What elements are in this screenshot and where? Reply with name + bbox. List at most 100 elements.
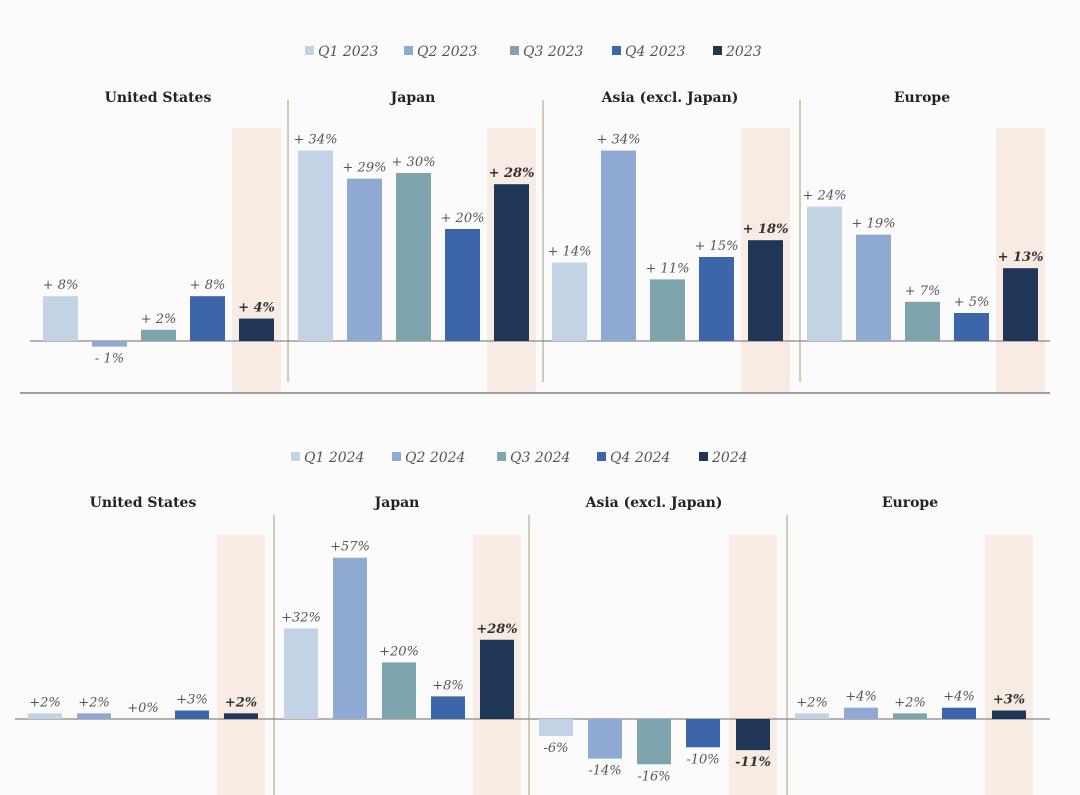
data-label: + 8% bbox=[190, 278, 226, 293]
legend-swatch bbox=[305, 46, 314, 55]
data-label: + 7% bbox=[905, 284, 941, 299]
data-label: + 29% bbox=[343, 161, 387, 176]
panel-title: Asia (excl. Japan) bbox=[601, 90, 739, 106]
bar bbox=[942, 707, 976, 719]
bar bbox=[954, 313, 989, 341]
bar bbox=[298, 150, 333, 341]
data-label: + 18% bbox=[743, 222, 789, 237]
bar bbox=[445, 229, 480, 341]
bar bbox=[92, 341, 127, 347]
bar bbox=[686, 719, 720, 748]
bar bbox=[43, 296, 78, 341]
data-label: + 34% bbox=[597, 133, 641, 148]
legend-swatch bbox=[713, 46, 722, 55]
annual-highlight-band bbox=[232, 128, 281, 392]
panel-title: Europe bbox=[894, 90, 950, 106]
data-label: -14% bbox=[588, 764, 621, 779]
annual-highlight-band bbox=[996, 128, 1045, 392]
bar bbox=[141, 329, 176, 341]
bar bbox=[844, 707, 878, 719]
bar bbox=[552, 262, 587, 341]
data-label: +57% bbox=[330, 540, 370, 555]
data-label: + 5% bbox=[954, 295, 990, 310]
bar bbox=[480, 639, 514, 719]
data-label: +2% bbox=[29, 695, 61, 710]
bar bbox=[601, 150, 636, 341]
chart-2: Q1 2024 Q2 2024 Q3 2024 Q4 2024 2024 United S… bbox=[15, 450, 1050, 795]
legend-swatch bbox=[392, 452, 401, 461]
data-label: - 1% bbox=[95, 352, 124, 367]
panel-title: Japan bbox=[373, 495, 420, 511]
bar bbox=[637, 719, 671, 765]
panel-title: United States bbox=[90, 495, 197, 511]
data-label: +3% bbox=[176, 693, 208, 708]
legend-label: Q4 2023 bbox=[625, 44, 686, 60]
data-label: +32% bbox=[281, 610, 321, 625]
data-label: -11% bbox=[735, 755, 771, 770]
legend-label: Q2 2023 bbox=[417, 44, 478, 60]
data-label: +2% bbox=[225, 695, 257, 710]
legend-label: Q3 2024 bbox=[510, 450, 570, 466]
annual-highlight-band bbox=[985, 535, 1033, 795]
bar bbox=[396, 173, 431, 341]
bar bbox=[333, 557, 367, 719]
bar bbox=[795, 713, 829, 719]
data-label: +3% bbox=[993, 693, 1025, 708]
bar bbox=[699, 257, 734, 341]
data-label: + 19% bbox=[852, 217, 896, 232]
data-label: +4% bbox=[943, 690, 975, 705]
bar bbox=[494, 184, 529, 341]
data-label: +4% bbox=[845, 690, 877, 705]
legend-label: 2023 bbox=[725, 44, 762, 60]
legend-swatch bbox=[612, 46, 621, 55]
legend-label: 2024 bbox=[711, 450, 748, 466]
bar bbox=[736, 719, 770, 751]
data-label: + 24% bbox=[803, 189, 847, 204]
annual-highlight-band bbox=[729, 535, 777, 795]
data-label: + 15% bbox=[695, 239, 739, 254]
data-label: +2% bbox=[796, 695, 828, 710]
data-label: + 2% bbox=[141, 312, 177, 327]
legend-label: Q4 2024 bbox=[610, 450, 670, 466]
panel-title: Europe bbox=[882, 495, 938, 511]
bar bbox=[284, 628, 318, 719]
legend-swatch bbox=[291, 452, 300, 461]
bar bbox=[1003, 268, 1038, 341]
panel-title: Japan bbox=[389, 90, 436, 106]
legend-label: Q2 2024 bbox=[405, 450, 465, 466]
legend-swatch bbox=[597, 452, 606, 461]
data-label: +0% bbox=[127, 701, 159, 716]
data-label: +8% bbox=[432, 678, 464, 693]
bar bbox=[807, 206, 842, 341]
data-label: +2% bbox=[894, 695, 926, 710]
bar bbox=[347, 178, 382, 341]
legend-label: Q3 2023 bbox=[523, 44, 584, 60]
legend-swatch bbox=[404, 46, 413, 55]
data-label: + 34% bbox=[294, 133, 338, 148]
data-label: + 14% bbox=[548, 245, 592, 260]
data-label: + 4% bbox=[238, 301, 275, 316]
bar bbox=[224, 713, 258, 719]
bar bbox=[28, 713, 62, 719]
data-label: + 30% bbox=[392, 155, 436, 170]
bar bbox=[382, 662, 416, 719]
bar bbox=[992, 710, 1026, 719]
data-label: -10% bbox=[686, 752, 719, 767]
data-label: -16% bbox=[637, 769, 670, 784]
panel-title: United States bbox=[105, 90, 212, 106]
bar bbox=[239, 318, 274, 341]
bar bbox=[588, 719, 622, 759]
data-label: +2% bbox=[78, 695, 110, 710]
bar bbox=[77, 713, 111, 719]
bar bbox=[856, 234, 891, 341]
data-label: + 13% bbox=[998, 250, 1044, 265]
bar bbox=[431, 696, 465, 719]
bar bbox=[650, 279, 685, 341]
legend-swatch bbox=[510, 46, 519, 55]
annual-highlight-band bbox=[217, 535, 265, 795]
legend-label: Q1 2024 bbox=[304, 450, 364, 466]
bar bbox=[893, 713, 927, 719]
data-label: + 20% bbox=[441, 211, 485, 226]
